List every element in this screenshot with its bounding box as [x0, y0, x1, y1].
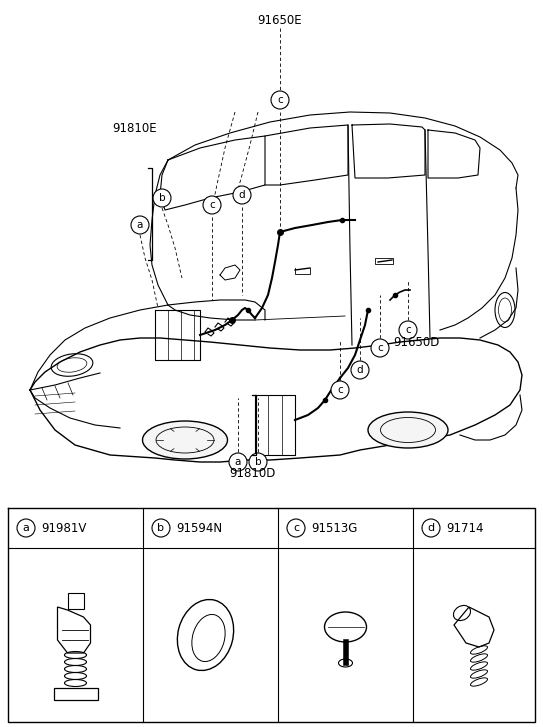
Text: 91810D: 91810D	[229, 467, 275, 480]
Circle shape	[131, 216, 149, 234]
Bar	[375, 258, 393, 264]
Circle shape	[153, 189, 171, 207]
Text: 91810E: 91810E	[112, 121, 156, 134]
Text: 91650E: 91650E	[258, 14, 302, 27]
Text: 91513G: 91513G	[311, 521, 357, 534]
Circle shape	[152, 519, 170, 537]
Circle shape	[229, 453, 247, 471]
Text: a: a	[235, 457, 241, 467]
Bar	[54, 688, 98, 700]
Text: a: a	[23, 523, 29, 533]
Text: 91981V: 91981V	[41, 521, 86, 534]
Text: c: c	[337, 385, 343, 395]
Text: d: d	[357, 365, 363, 375]
Text: c: c	[293, 523, 299, 533]
Circle shape	[287, 519, 305, 537]
Text: c: c	[209, 200, 215, 210]
Circle shape	[371, 339, 389, 357]
Circle shape	[249, 453, 267, 471]
Ellipse shape	[142, 421, 228, 459]
Circle shape	[331, 381, 349, 399]
Text: b: b	[255, 457, 261, 467]
Text: d: d	[239, 190, 245, 200]
Text: d: d	[427, 523, 434, 533]
Circle shape	[422, 519, 440, 537]
Ellipse shape	[368, 412, 448, 448]
Text: b: b	[157, 523, 165, 533]
Text: 91714: 91714	[446, 521, 483, 534]
Circle shape	[399, 321, 417, 339]
Text: c: c	[405, 325, 411, 335]
Text: 91594N: 91594N	[176, 521, 222, 534]
Circle shape	[233, 186, 251, 204]
Text: c: c	[277, 95, 283, 105]
Circle shape	[203, 196, 221, 214]
Circle shape	[17, 519, 35, 537]
Text: c: c	[377, 343, 383, 353]
Bar	[67, 593, 84, 609]
Text: b: b	[159, 193, 165, 203]
Circle shape	[351, 361, 369, 379]
Text: a: a	[137, 220, 143, 230]
Text: 91650D: 91650D	[393, 335, 439, 348]
Circle shape	[271, 91, 289, 109]
